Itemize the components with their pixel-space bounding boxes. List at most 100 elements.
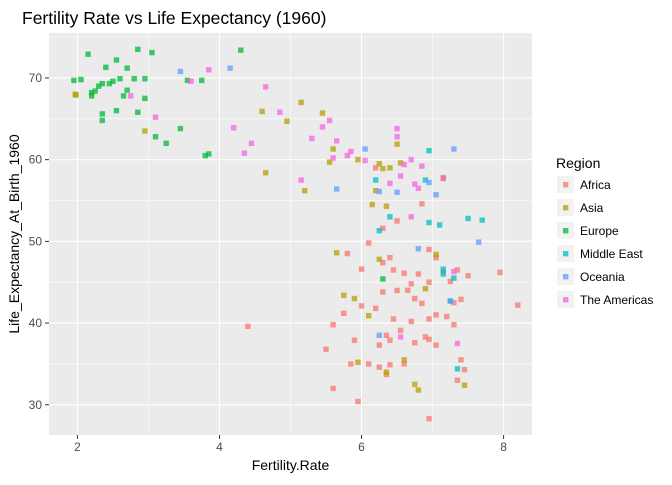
data-point-the-americas (440, 174, 446, 181)
data-point-africa (376, 364, 382, 370)
data-point-europe (71, 77, 77, 84)
data-point-asia (422, 286, 429, 292)
data-point-africa (426, 415, 432, 422)
data-point-middle-east (479, 217, 485, 223)
data-point-asia (351, 295, 358, 302)
data-point-the-americas (394, 125, 400, 132)
data-point-oceania (447, 298, 454, 304)
data-point-africa (358, 303, 365, 309)
data-point-asia (394, 141, 400, 147)
data-point-africa (380, 289, 386, 295)
data-point-africa (348, 361, 354, 367)
data-point-oceania (227, 65, 233, 71)
data-point-europe (92, 88, 98, 94)
data-point-africa (461, 366, 468, 373)
data-point-africa (380, 225, 386, 231)
data-point-africa (355, 398, 361, 405)
axis-ticks: 2 4 6 8 30 40 50 60 70 (29, 71, 508, 454)
data-point-the-americas (454, 340, 461, 347)
data-point-middle-east (376, 228, 382, 234)
legend-item-middle-east: Middle East (557, 245, 643, 262)
data-point-asia (284, 118, 290, 124)
data-point-middle-east (426, 219, 432, 226)
data-point-africa (401, 361, 407, 367)
data-point-oceania (376, 188, 382, 195)
data-point-the-americas (262, 84, 269, 90)
data-point-europe (99, 117, 105, 124)
data-point-oceania (415, 246, 422, 252)
data-point-the-americas (451, 268, 457, 275)
data-point-europe (110, 78, 116, 84)
data-point-europe (202, 152, 208, 159)
data-point-the-americas (394, 134, 400, 140)
data-point-the-americas (397, 173, 404, 179)
data-point-oceania (451, 146, 457, 152)
data-point-the-americas (333, 138, 340, 144)
data-point-africa (408, 318, 414, 325)
data-point-europe (85, 51, 91, 57)
data-point-asia (369, 201, 375, 208)
data-point-africa (323, 346, 329, 352)
data-point-the-americas (387, 180, 393, 187)
data-point-the-americas (397, 334, 404, 340)
legend-key-swatch (563, 274, 569, 280)
data-point-the-americas (152, 114, 159, 120)
data-point-asia (376, 161, 382, 167)
legend-key-swatch (563, 228, 569, 234)
legend-item-the-americas: The Americas (557, 291, 653, 308)
data-point-africa (408, 281, 414, 287)
data-point-europe (88, 93, 95, 99)
data-point-africa (365, 361, 372, 367)
legend-key-swatch (563, 205, 569, 211)
data-point-asia (73, 92, 79, 98)
data-point-africa (444, 313, 450, 320)
data-point-middle-east (436, 222, 443, 228)
data-point-the-americas (408, 214, 414, 220)
legend-label: Africa (580, 178, 611, 192)
data-point-oceania (376, 332, 382, 339)
data-point-europe (206, 151, 212, 157)
data-point-asia (376, 256, 382, 263)
data-point-asia (383, 369, 390, 375)
data-point-asia (298, 99, 304, 106)
data-point-europe (163, 140, 169, 147)
data-point-the-americas (248, 140, 255, 147)
data-point-asia (433, 251, 439, 258)
grid-lines (49, 33, 532, 435)
data-point-africa (390, 316, 397, 322)
data-point-asia (461, 382, 468, 388)
legend-key-swatch (563, 182, 569, 188)
data-point-europe (99, 80, 105, 87)
data-point-middle-east (426, 147, 432, 154)
data-point-africa (454, 267, 461, 273)
data-point-africa (497, 269, 503, 276)
data-point-asia (259, 108, 265, 115)
legend-key-swatch (563, 251, 569, 257)
data-points (71, 46, 521, 422)
data-point-europe (149, 49, 155, 56)
data-point-africa (245, 323, 251, 330)
data-point-middle-east (440, 266, 446, 272)
y-axis-title: Life_Expectancy_At_Birth_1960 (6, 134, 22, 333)
data-point-asia (326, 159, 333, 165)
data-point-europe (135, 109, 141, 115)
legend-item-asia: Asia (557, 199, 604, 216)
data-point-europe (177, 125, 184, 132)
data-point-asia (415, 387, 422, 393)
data-point-the-americas (277, 109, 283, 115)
data-point-africa (358, 266, 365, 272)
data-point-europe (184, 77, 191, 84)
data-point-africa (365, 240, 372, 246)
data-point-africa (458, 357, 464, 363)
data-point-europe (88, 89, 95, 96)
data-point-africa (376, 342, 382, 348)
data-point-europe (113, 57, 120, 63)
data-point-africa (451, 299, 457, 306)
data-point-asia (330, 146, 336, 152)
data-point-africa (394, 287, 400, 294)
data-point-the-americas (412, 181, 418, 187)
data-point-europe (106, 80, 113, 87)
data-point-middle-east (465, 215, 471, 222)
data-point-the-americas (206, 67, 212, 73)
